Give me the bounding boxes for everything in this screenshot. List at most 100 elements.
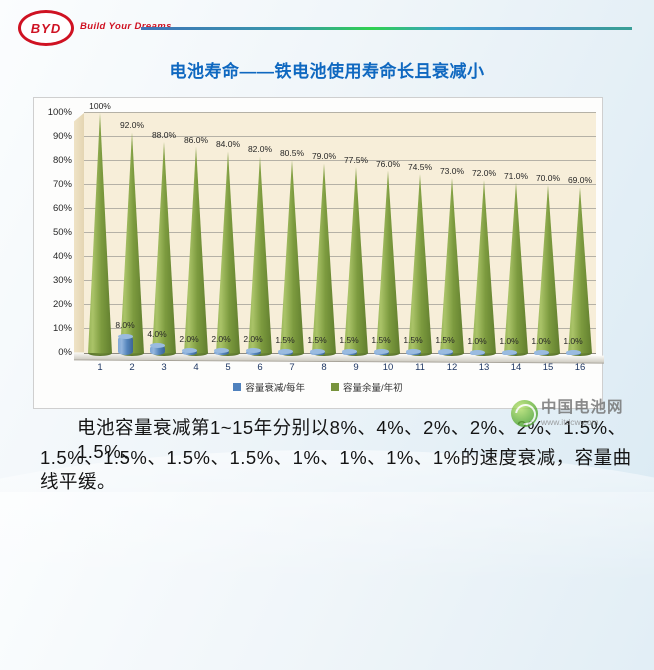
decay-cylinder: [118, 333, 133, 355]
decay-data-label: 1.5%: [275, 335, 295, 346]
capacity-data-label: 84.0%: [215, 139, 241, 150]
capacity-data-label: 74.5%: [407, 162, 433, 173]
decay-data-label: 4.0%: [147, 329, 167, 340]
x-axis-label: 1: [97, 362, 103, 373]
capacity-cone: [344, 167, 368, 353]
capacity-data-label: 76.0%: [375, 158, 401, 169]
capacity-data-label: 100%: [89, 101, 111, 111]
year-column: 100% 1: [84, 101, 116, 373]
year-column: 74.5% 1.5% 11: [403, 113, 436, 373]
watermark-url: www.itdcw.com: [541, 416, 599, 427]
capacity-data-label: 86.0%: [183, 134, 209, 145]
decay-data-label: 2.0%: [179, 334, 199, 345]
year-column: 84.0% 2.0% 5: [211, 113, 244, 373]
x-axis-label: 16: [574, 362, 586, 373]
gridline: [84, 256, 596, 257]
decay-cylinder: [182, 348, 197, 355]
chart-3d-wall: [74, 113, 84, 353]
gridline: [84, 136, 596, 137]
legend-swatch: [331, 383, 339, 391]
capacity-cone: [248, 156, 272, 353]
gridline: [84, 208, 596, 209]
caption-line-1: 电池容量衰减第1~15年分别以8%、4%、2%、2%、2%、1.5%、1.5%、: [77, 417, 627, 462]
capacity-cone: [536, 185, 560, 353]
decay-data-label: 2.0%: [243, 334, 263, 345]
gridline: [84, 280, 596, 281]
decay-data-label: 1.5%: [403, 335, 423, 346]
chart-legend: 容量衰减/每年 容量余量/年初: [34, 380, 602, 394]
decay-data-label: 1.0%: [467, 335, 487, 346]
gridline: [84, 232, 596, 233]
byd-logo: BYD: [18, 10, 74, 46]
x-axis-label: 7: [289, 362, 295, 373]
y-tick-label: 100%: [47, 107, 72, 118]
capacity-data-label: 92.0%: [119, 120, 145, 131]
decay-cylinder: [374, 349, 389, 355]
y-tick-label: 10%: [52, 323, 72, 334]
slide-title: 电池寿命——铁电池使用寿命长且衰减小: [169, 62, 485, 81]
x-axis-label: 13: [478, 362, 490, 373]
x-axis-label: 8: [321, 362, 327, 373]
year-column: 88.0% 4.0% 3: [147, 113, 180, 373]
decay-cylinder: [342, 349, 357, 355]
x-axis-label: 14: [510, 362, 522, 373]
y-axis: 0% 10% 20% 30% 40% 50% 60% 70% 80% 90% 100%: [34, 98, 72, 408]
x-axis-label: 10: [382, 362, 394, 373]
capacity-cone: [504, 182, 528, 353]
capacity-cone: [312, 163, 336, 353]
capacity-data-label: 79.0%: [311, 151, 337, 162]
decay-data-label: 1.5%: [435, 335, 455, 346]
x-axis-label: 9: [353, 362, 359, 373]
x-axis-label: 3: [161, 362, 167, 373]
plot-area: 100% 1 92.0% 8.0% 2 88.0% 4.0% 3 86.0% 2.0% 4 84.0%…: [84, 101, 596, 373]
decay-data-label: 1.5%: [371, 335, 391, 346]
y-tick-label: 40%: [52, 251, 72, 262]
legend-swatch: [233, 383, 242, 391]
year-column: 73.0% 1.5% 12: [435, 113, 468, 373]
decay-cylinder: [438, 349, 453, 355]
year-column: 69.0% 1.0% 16: [563, 113, 596, 373]
decay-cylinder: [470, 349, 485, 355]
decay-cylinder: [566, 349, 581, 355]
cone-base: [88, 350, 112, 356]
y-tick-label: 0%: [58, 347, 72, 358]
watermark-logo-icon: [511, 400, 538, 427]
legend-label: 容量衰减/每年: [245, 383, 305, 394]
decay-data-label: 1.5%: [307, 335, 327, 346]
x-axis-label: 5: [225, 362, 231, 373]
decay-cylinder: [310, 349, 325, 355]
y-tick-label: 80%: [52, 155, 72, 166]
decay-cylinder: [278, 349, 293, 355]
capacity-data-label: 72.0%: [471, 168, 497, 179]
chart-panel: 0% 10% 20% 30% 40% 50% 60% 70% 80% 90% 100% 100% 1 9…: [33, 97, 605, 409]
decay-data-label: 1.0%: [531, 335, 551, 346]
decay-data-label: 2.0%: [211, 334, 231, 345]
x-axis-label: 6: [257, 362, 263, 373]
y-tick-label: 30%: [52, 275, 72, 286]
capacity-data-label: 88.0%: [151, 129, 177, 140]
x-axis-label: 15: [542, 362, 554, 373]
year-column: 76.0% 1.5% 10: [371, 113, 404, 373]
capacity-cone: [88, 113, 112, 353]
capacity-cone: [568, 187, 592, 353]
y-tick-label: 60%: [52, 203, 72, 214]
capacity-cone: [152, 141, 176, 353]
capacity-data-label: 80.5%: [279, 147, 305, 158]
year-column: 79.0% 1.5% 8: [307, 113, 340, 373]
capacity-data-label: 70.0%: [535, 173, 561, 183]
decay-cylinder: [406, 349, 421, 355]
watermark-name: 中国电池网: [541, 399, 624, 416]
decay-cylinder: [246, 348, 261, 355]
capacity-cone: [376, 170, 400, 353]
capacity-cone: [216, 151, 240, 353]
year-column: 82.0% 2.0% 6: [243, 113, 276, 373]
y-tick-label: 20%: [52, 299, 72, 310]
x-axis-label: 12: [446, 362, 458, 373]
capacity-cone: [184, 146, 208, 353]
gridline: [84, 160, 596, 161]
y-tick-label: 70%: [52, 179, 72, 190]
decay-data-label: 1.0%: [499, 335, 519, 346]
gridline: [84, 112, 596, 113]
decay-cylinder: [150, 343, 165, 355]
x-axis-label: 4: [193, 362, 199, 373]
